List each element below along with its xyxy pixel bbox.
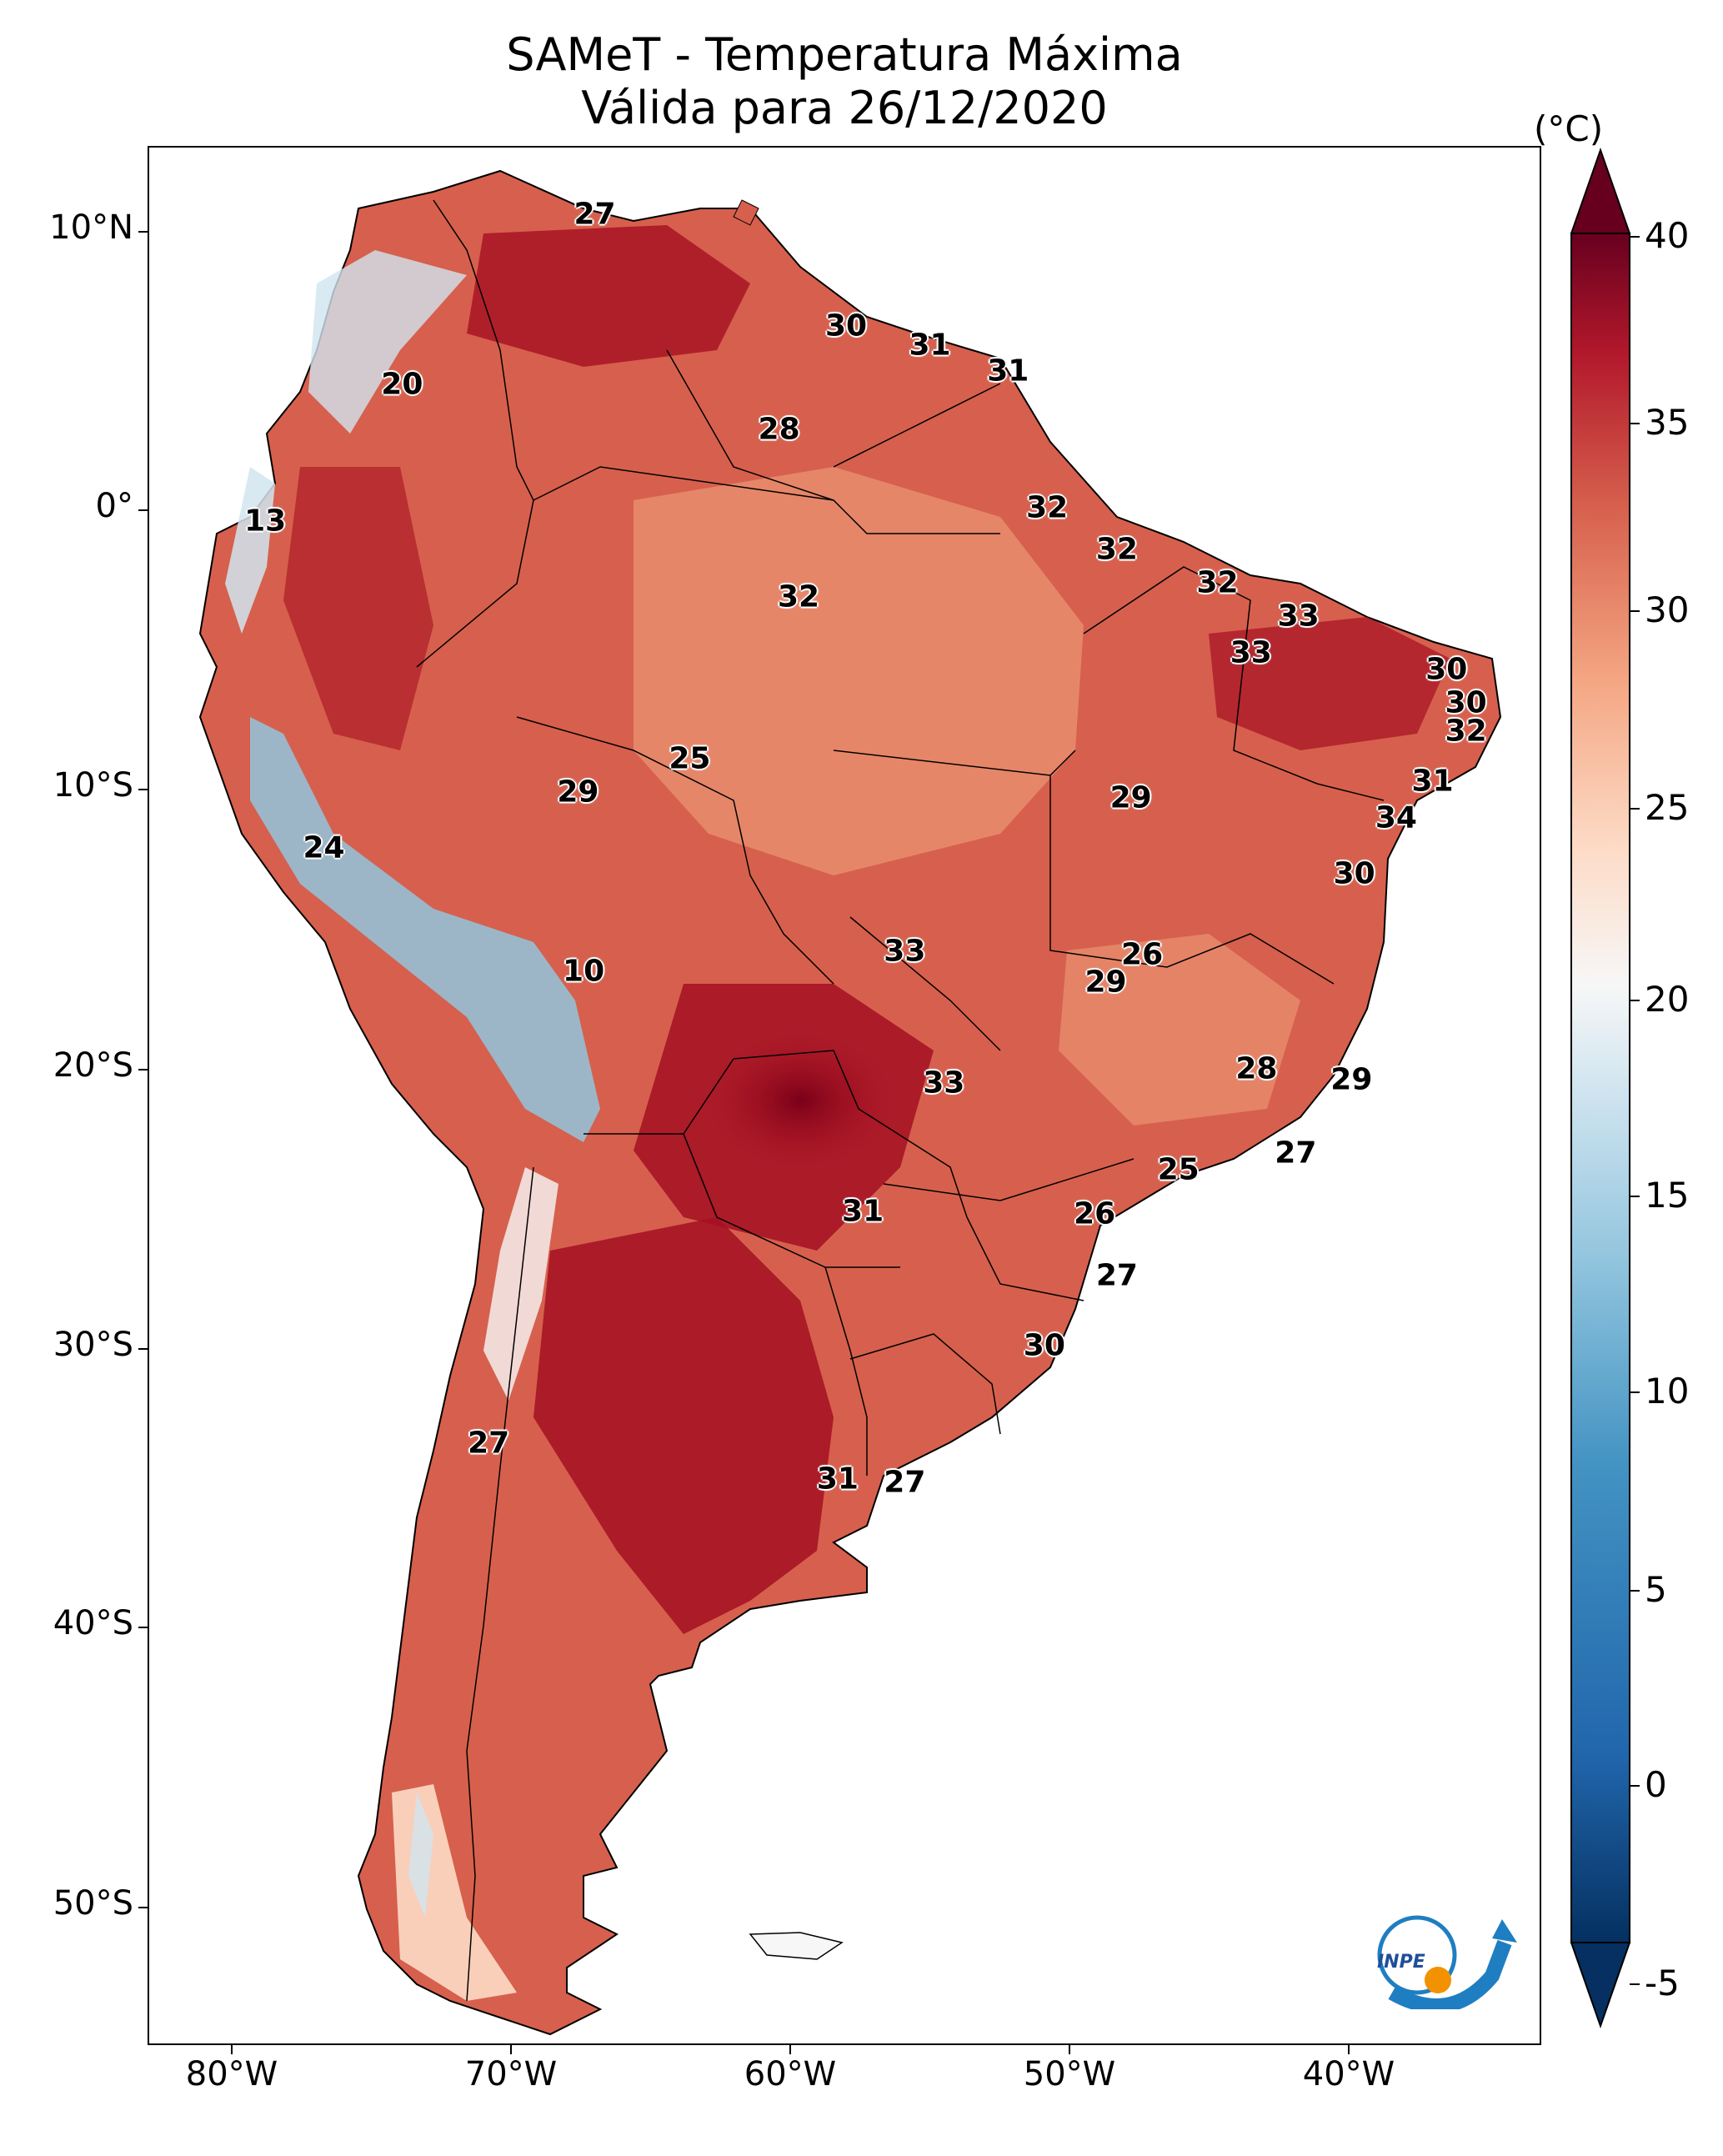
colorbar-tick: 40 bbox=[1645, 215, 1690, 256]
temperature-label: 24 bbox=[303, 830, 345, 865]
temperature-label: 32 bbox=[1196, 565, 1239, 600]
colorbar-tick: 25 bbox=[1645, 787, 1690, 828]
temperature-label: 27 bbox=[1275, 1136, 1317, 1170]
temperature-label: 32 bbox=[777, 579, 820, 614]
hot-region-north bbox=[467, 225, 750, 367]
temperature-label: 32 bbox=[1445, 714, 1487, 749]
warm-interior bbox=[634, 467, 1084, 875]
temperature-label: 34 bbox=[1375, 800, 1417, 835]
temperature-label: 30 bbox=[1333, 856, 1375, 890]
colorbar-tick: 20 bbox=[1645, 979, 1690, 1020]
lon-tick-50w: 50°W bbox=[1023, 2055, 1116, 2093]
axis-ticks bbox=[138, 231, 1350, 2054]
temperature-label: 31 bbox=[987, 353, 1029, 388]
colorbar-tick: 5 bbox=[1645, 1569, 1667, 1610]
temperature-label: 33 bbox=[1230, 635, 1272, 670]
temperature-label: 33 bbox=[923, 1065, 965, 1101]
lat-tick-0: 0° bbox=[95, 487, 133, 525]
lon-tick-60w: 60°W bbox=[744, 2055, 837, 2093]
temperature-label: 30 bbox=[1445, 685, 1487, 720]
temperature-label: 30 bbox=[1425, 652, 1468, 687]
temperature-label: 10 bbox=[563, 954, 605, 989]
temperature-label: 27 bbox=[468, 1426, 510, 1461]
temperature-label: 32 bbox=[1095, 532, 1138, 567]
colorbar-unit: (°C) bbox=[1534, 108, 1604, 149]
temperature-label: 29 bbox=[557, 775, 599, 810]
temperature-label: 28 bbox=[758, 412, 800, 447]
lat-tick-30s: 30°S bbox=[53, 1326, 133, 1364]
colorbar-tick: 15 bbox=[1645, 1175, 1690, 1216]
temperature-label: 29 bbox=[1084, 965, 1127, 1000]
lon-tick-40w: 40°W bbox=[1302, 2055, 1395, 2093]
colorbar-tick: 35 bbox=[1645, 402, 1690, 443]
falklands bbox=[749, 1932, 844, 1960]
lon-tick-80w: 80°W bbox=[185, 2055, 278, 2093]
colorbar-tick: 10 bbox=[1645, 1371, 1690, 1411]
colorbar-tick: 0 bbox=[1645, 1764, 1667, 1805]
lat-tick-40s: 40°S bbox=[53, 1604, 133, 1642]
lat-tick-10s: 10°S bbox=[53, 766, 133, 805]
temperature-label: 32 bbox=[1026, 490, 1069, 525]
temperature-label: 25 bbox=[1157, 1152, 1200, 1187]
logo-text: INPE bbox=[1377, 1952, 1425, 1973]
temperature-label: 27 bbox=[573, 197, 616, 232]
lon-tick-70w: 70°W bbox=[464, 2055, 558, 2093]
temperature-label: 31 bbox=[1411, 764, 1454, 799]
temperature-label: 26 bbox=[1074, 1196, 1116, 1231]
temperature-label: 20 bbox=[381, 367, 423, 402]
map-title: SAMeT - Temperatura Máxima bbox=[506, 28, 1183, 81]
temperature-label: 25 bbox=[669, 741, 711, 776]
south-america-landmass bbox=[198, 169, 1502, 2036]
temperature-label: 31 bbox=[909, 328, 951, 363]
temperature-label: 31 bbox=[816, 1462, 859, 1497]
temperature-label: 26 bbox=[1121, 937, 1164, 972]
lat-tick-10n: 10°N bbox=[49, 208, 133, 247]
country-borders bbox=[416, 199, 1385, 2002]
temperature-label: 29 bbox=[1109, 780, 1152, 815]
temperature-label: 30 bbox=[1023, 1328, 1065, 1363]
andes-cold-band bbox=[250, 717, 600, 1142]
colorbar bbox=[1570, 147, 1640, 2029]
hot-region-pampas bbox=[533, 1217, 834, 1634]
lat-tick-20s: 20°S bbox=[53, 1046, 133, 1085]
temperature-label: 27 bbox=[1095, 1258, 1138, 1293]
temperature-label: 29 bbox=[1330, 1062, 1373, 1097]
temperature-label: 30 bbox=[824, 308, 868, 343]
temperature-label: 28 bbox=[1235, 1051, 1278, 1086]
temperature-label: 13 bbox=[244, 504, 287, 539]
inpe-logo: INPE bbox=[1377, 1915, 1517, 2009]
colorbar-tick: -5 bbox=[1645, 1963, 1680, 2003]
temperature-label: 33 bbox=[1277, 599, 1320, 634]
temperature-label: 31 bbox=[842, 1194, 884, 1229]
temperature-label: 27 bbox=[884, 1465, 926, 1500]
map-subtitle: Válida para 26/12/2020 bbox=[581, 82, 1108, 134]
colorbar-tick: 30 bbox=[1645, 589, 1690, 630]
temperature-label: 33 bbox=[884, 934, 926, 969]
lat-tick-50s: 50°S bbox=[53, 1884, 133, 1923]
